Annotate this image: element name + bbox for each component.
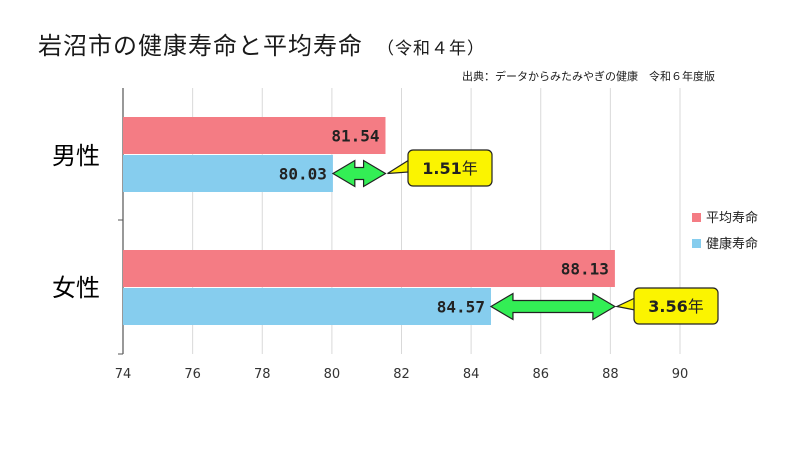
legend-swatch-healthy (692, 239, 701, 248)
chart-title-main: 岩沼市の健康寿命と平均寿命 (38, 32, 363, 60)
x-tick-label: 88 (602, 367, 619, 382)
x-tick-label: 76 (184, 367, 201, 382)
chart-title: 岩沼市の健康寿命と平均寿命 （令和４年） (38, 26, 485, 61)
category-label: 女性 (52, 274, 100, 302)
bar-average-life (123, 250, 615, 287)
difference-arrow (489, 292, 617, 321)
legend-swatch-average (692, 213, 701, 222)
bar-value-label: 84.57 (437, 298, 485, 317)
x-tick-label: 82 (393, 367, 410, 382)
difference-value: 1.51 (422, 159, 461, 178)
callout-pointer (614, 297, 636, 311)
x-tick-label: 84 (463, 367, 480, 382)
bar-value-label: 80.03 (279, 165, 327, 184)
x-tick-label: 86 (532, 367, 549, 382)
legend-label-average: 平均寿命 (706, 210, 758, 226)
difference-value: 3.56 (648, 297, 687, 316)
bar-healthy-life (123, 288, 491, 325)
x-tick-label: 90 (672, 367, 689, 382)
x-tick-label: 74 (115, 367, 132, 382)
bar-healthy-life (123, 155, 333, 192)
x-tick-label: 80 (324, 367, 341, 382)
x-tick-label: 78 (254, 367, 271, 382)
chart-source: 出典：データからみたみやぎの健康 令和６年度版 (462, 70, 715, 83)
chart-subtitle: （令和４年） (377, 39, 485, 59)
difference-label: 3.56年 (648, 297, 704, 316)
difference-label: 1.51年 (422, 159, 478, 178)
bar-value-label: 81.54 (331, 127, 379, 146)
difference-unit: 年 (688, 297, 704, 316)
bar-value-label: 88.13 (561, 260, 609, 279)
difference-arrow (331, 159, 387, 188)
category-label: 男性 (52, 142, 100, 170)
legend-label-healthy: 健康寿命 (706, 236, 758, 252)
bar-average-life (123, 117, 386, 154)
difference-unit: 年 (462, 159, 478, 178)
difference-callout (633, 287, 719, 325)
callout-pointer (387, 158, 410, 175)
difference-callout (407, 149, 493, 187)
